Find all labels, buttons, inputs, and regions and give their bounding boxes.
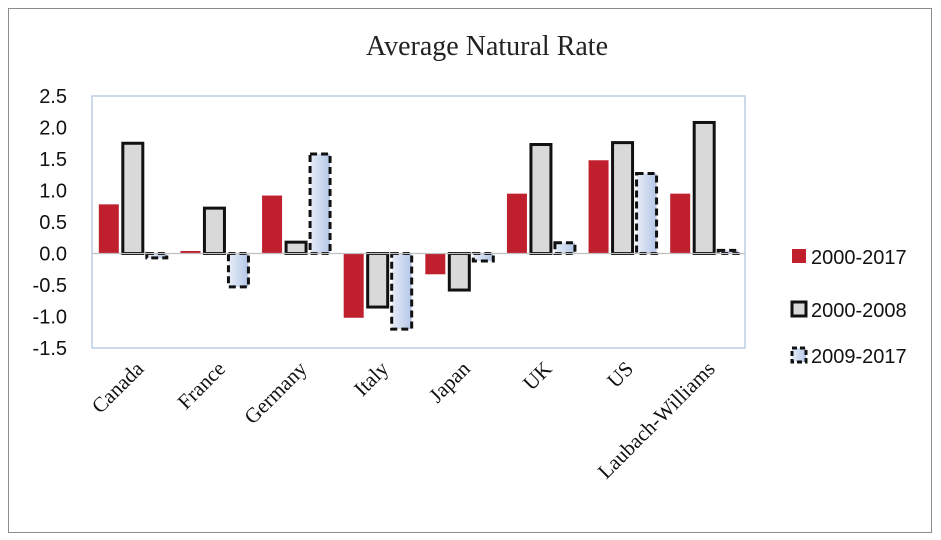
category-label: Canada: [87, 356, 149, 418]
y-tick-label: 0.5: [39, 212, 67, 234]
legend-swatch-2000-2008: [790, 300, 808, 318]
y-tick-label: -1.5: [33, 338, 67, 360]
bar-2000-2017-Japan: [425, 253, 446, 275]
bar-2000-2017-Italy: [343, 253, 364, 318]
legend-swatch-2009-2017: [790, 346, 808, 364]
bar-2000-2008-UK: [529, 143, 553, 255]
y-tick-label: -0.5: [33, 275, 67, 297]
bar-2009-2017-UK: [553, 241, 577, 255]
bar-2000-2008-Canada: [121, 141, 145, 255]
y-tick-label: 2.0: [39, 118, 67, 140]
y-tick-label: 0.0: [39, 244, 67, 266]
y-tick-label: -1.0: [33, 307, 67, 329]
bar-2009-2017-France: [226, 252, 250, 289]
category-label: France: [173, 357, 230, 414]
legend-label: 2009-2017: [811, 346, 907, 368]
legend-swatch-2000-2017: [792, 249, 806, 263]
bar-2000-2017-Germany: [262, 195, 283, 254]
bar-2000-2008-Laubach-Williams: [692, 120, 716, 255]
bar-2000-2017-Canada: [98, 204, 119, 254]
bar-2000-2008-Italy: [366, 252, 390, 309]
bar-2009-2017-Germany: [308, 152, 332, 256]
category-label: Japan: [424, 356, 475, 407]
plot-area: [91, 95, 746, 349]
bar-2009-2017-Italy: [390, 252, 414, 331]
y-tick-label: 2.5: [39, 86, 67, 108]
chart-title: Average Natural Rate: [366, 31, 608, 62]
legend-label: 2000-2008: [811, 300, 907, 322]
bar-2000-2017-UK: [506, 193, 527, 254]
category-label: Germany: [239, 356, 312, 429]
bar-2000-2017-Laubach-Williams: [670, 193, 691, 254]
bar-2000-2008-US: [611, 141, 635, 255]
legend-label: 2000-2017: [811, 247, 907, 269]
bar-2009-2017-US: [635, 171, 659, 256]
y-tick-label: 1.5: [39, 149, 67, 171]
bar-2009-2017-Canada: [145, 252, 169, 260]
bar-2000-2008-Germany: [284, 240, 308, 256]
bar-2000-2017-France: [180, 250, 201, 254]
bar-2000-2008-Japan: [447, 252, 471, 292]
bar-2000-2017-US: [588, 160, 609, 254]
category-label: US: [602, 357, 638, 393]
category-label: Italy: [349, 356, 394, 401]
y-tick-label: 1.0: [39, 181, 67, 203]
category-label: UK: [518, 357, 556, 395]
bar-2000-2008-France: [202, 206, 226, 255]
bar-2009-2017-Japan: [471, 252, 495, 263]
